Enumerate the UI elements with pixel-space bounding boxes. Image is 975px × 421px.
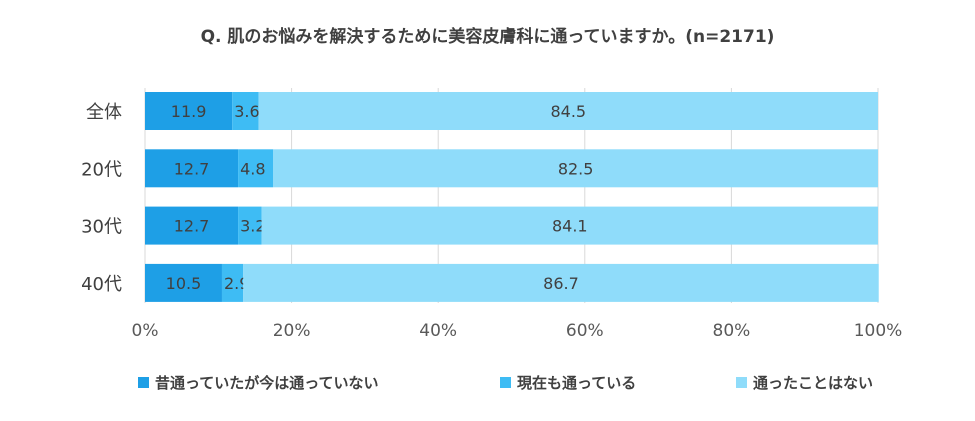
legend-item-never: 通ったことはない [736,372,873,392]
data-label: 3.6 [234,102,259,121]
category-label: 30代 [81,217,122,238]
bar-segment [145,206,239,245]
bar-segment [273,149,878,188]
bar-segment [238,149,274,188]
bar-segment [261,206,878,245]
bar-segment [238,206,262,245]
bar-segment [145,92,233,130]
bar-segment [243,263,879,302]
x-tick-label: 80% [713,321,751,341]
data-label: 82.5 [558,159,594,178]
data-label: 11.9 [171,102,207,121]
x-tick-label: 40% [419,321,457,341]
category-label: 全体 [86,102,122,123]
chart-title: Q. 肌のお悩みを解決するために美容皮膚科に通っていますか。(n=2171) [200,27,775,47]
data-label: 12.7 [174,217,210,236]
x-tick-label: 100% [854,321,903,341]
bar-segment [221,263,244,302]
legend-item-past: 昔通っていたが今は通っていない [138,372,379,392]
data-label: 10.5 [166,274,202,293]
legend-swatch-never [736,376,747,388]
data-label: 2.9 [224,274,249,293]
data-label: 84.5 [550,102,586,121]
data-label: 84.1 [552,217,588,236]
x-tick-label: 60% [566,321,604,341]
legend-item-current: 現在も通っている [500,372,636,392]
bar-segment [232,92,259,130]
bar-segment [145,149,239,188]
data-label: 3.2 [240,217,265,236]
data-label: 86.7 [543,274,579,293]
x-tick-label: 20% [273,321,311,341]
bar-segment [145,263,222,302]
legend-label-past: 昔通っていたが今は通っていない [155,373,379,392]
legend-label-current: 現在も通っている [517,373,637,392]
data-label: 4.8 [240,159,265,178]
legend-label-never: 通ったことはない [753,373,874,392]
legend-swatch-current [500,376,511,388]
legend-swatch-past [138,376,149,388]
category-label: 20代 [81,159,122,180]
x-tick-label: 0% [132,321,159,341]
bar-segment [258,92,878,130]
category-label: 40代 [81,274,122,295]
data-label: 12.7 [174,159,210,178]
